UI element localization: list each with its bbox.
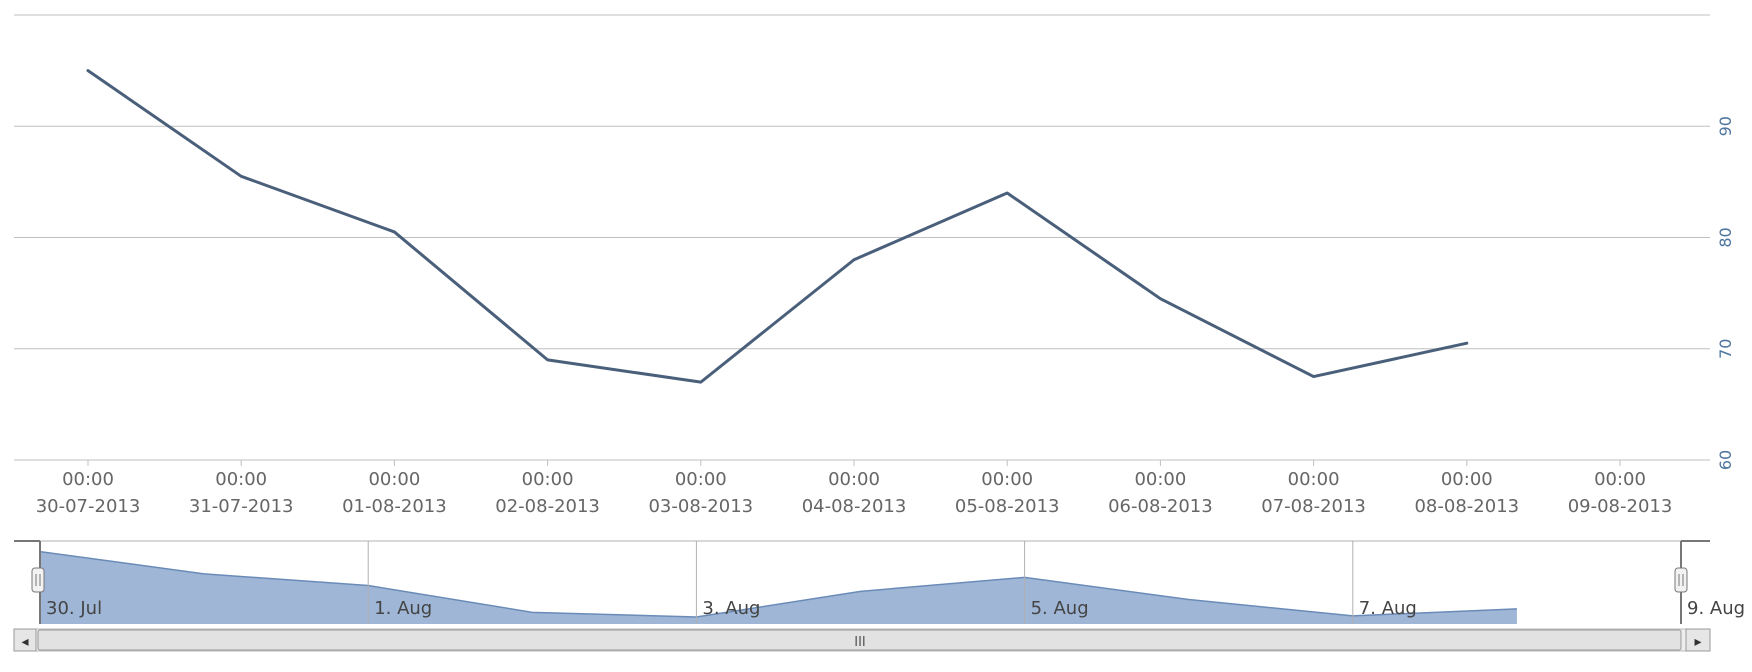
scrollbar-thumb-grip: III (854, 635, 866, 650)
scroll-right-arrow-icon: ▸ (1694, 634, 1701, 650)
x-tick-date-label: 08-08-2013 (1414, 496, 1519, 517)
x-tick-date-label: 09-08-2013 (1568, 496, 1673, 517)
x-axis: 00:00 30-07-2013 00:00 31-07-2013 00:00 01-08… (36, 460, 1673, 517)
scrollbar[interactable]: III ◂ ▸ (13, 628, 1711, 652)
navigator[interactable]: 30. Jul 1. Aug 3. Aug 5. Aug 7. Aug 9. Aug (14, 540, 1745, 624)
x-tick-time-label: 00:00 (62, 469, 114, 490)
y-axis: 60 70 80 90 (1716, 116, 1735, 470)
navigator-label: 9. Aug (1687, 598, 1745, 619)
x-tick-time-label: 00:00 (675, 469, 727, 490)
x-tick-time-label: 00:00 (981, 469, 1033, 490)
navigator-label: 3. Aug (702, 598, 760, 619)
x-tick-time-label: 00:00 (1134, 469, 1186, 490)
y-tick-label: 60 (1716, 450, 1735, 470)
series-layer (86, 69, 1469, 384)
x-tick-time-label: 00:00 (1441, 469, 1493, 490)
x-tick-date-label: 05-08-2013 (955, 496, 1060, 517)
x-tick-time-label: 00:00 (1594, 469, 1646, 490)
series-line (86, 69, 1469, 384)
navigator-grid (367, 541, 1354, 624)
x-tick-date-label: 30-07-2013 (36, 496, 141, 517)
scroll-left-arrow-icon: ◂ (21, 634, 28, 650)
y-tick-label: 80 (1716, 227, 1735, 247)
x-tick-time-label: 00:00 (828, 469, 880, 490)
x-tick-date-label: 07-08-2013 (1261, 496, 1366, 517)
navigator-labels: 30. Jul 1. Aug 3. Aug 5. Aug 7. Aug 9. Aug (46, 598, 1745, 619)
navigator-label: 1. Aug (374, 598, 432, 619)
y-tick-label: 70 (1716, 339, 1735, 359)
scrollbar-left-button[interactable] (13, 628, 37, 652)
x-tick-date-label: 03-08-2013 (648, 496, 753, 517)
x-tick-time-label: 00:00 (1288, 469, 1340, 490)
navigator-right-handle[interactable] (1674, 540, 1710, 624)
grid-layer (14, 14, 1710, 461)
navigator-label: 7. Aug (1359, 598, 1417, 619)
navigator-label: 30. Jul (46, 598, 102, 619)
x-tick-date-label: 02-08-2013 (495, 496, 600, 517)
scrollbar-thumb[interactable] (37, 629, 1682, 651)
x-tick-time-label: 00:00 (215, 469, 267, 490)
x-tick-date-label: 01-08-2013 (342, 496, 447, 517)
x-tick-time-label: 00:00 (368, 469, 420, 490)
x-tick-date-label: 04-08-2013 (802, 496, 907, 517)
navigator-area (40, 551, 1517, 624)
navigator-left-handle[interactable] (14, 540, 45, 624)
x-tick-date-label: 06-08-2013 (1108, 496, 1213, 517)
x-tick-time-label: 00:00 (522, 469, 574, 490)
y-tick-label: 90 (1716, 116, 1735, 136)
navigator-label: 5. Aug (1031, 598, 1089, 619)
navigator-line (39, 550, 1517, 618)
scrollbar-right-button[interactable] (1685, 628, 1711, 652)
x-tick-date-label: 31-07-2013 (189, 496, 294, 517)
